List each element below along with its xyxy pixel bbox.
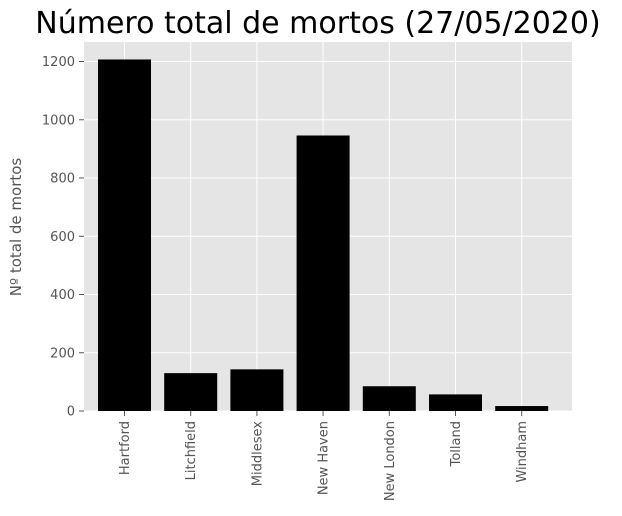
bar-tolland xyxy=(429,394,482,411)
y-axis-ticks: 0 200 400 600 800 1000 1200 xyxy=(42,55,84,420)
bar-windham xyxy=(495,406,549,411)
x-tick-label: Litchfield xyxy=(184,421,199,480)
bar-new-haven xyxy=(296,135,350,411)
y-tick-label: 800 xyxy=(50,172,75,187)
chart-title: Número total de mortos (27/05/2020) xyxy=(35,6,600,41)
bar-middlesex xyxy=(230,369,284,411)
x-tick-label: Hartford xyxy=(118,421,133,475)
bar-litchfield xyxy=(164,373,218,411)
x-tick-label: New Haven xyxy=(317,421,332,495)
y-tick-label: 1000 xyxy=(42,113,75,128)
x-tick-label: Tolland xyxy=(449,421,464,467)
y-tick-label: 1200 xyxy=(42,55,75,70)
y-tick-label: 400 xyxy=(50,288,75,303)
y-axis-label: Nº total de mortos xyxy=(7,158,25,297)
bar-new-london xyxy=(362,386,416,411)
x-tick-label: New London xyxy=(383,421,398,501)
x-tick-label: Windham xyxy=(515,421,530,483)
x-axis-ticks: Hartford Litchfield Middlesex New Haven New … xyxy=(118,411,530,501)
bars xyxy=(98,59,549,411)
y-tick-label: 0 xyxy=(67,405,75,420)
y-tick-label: 600 xyxy=(50,230,75,245)
y-tick-label: 200 xyxy=(50,346,75,361)
bar-hartford xyxy=(98,59,151,411)
x-tick-label: Middlesex xyxy=(250,421,265,486)
